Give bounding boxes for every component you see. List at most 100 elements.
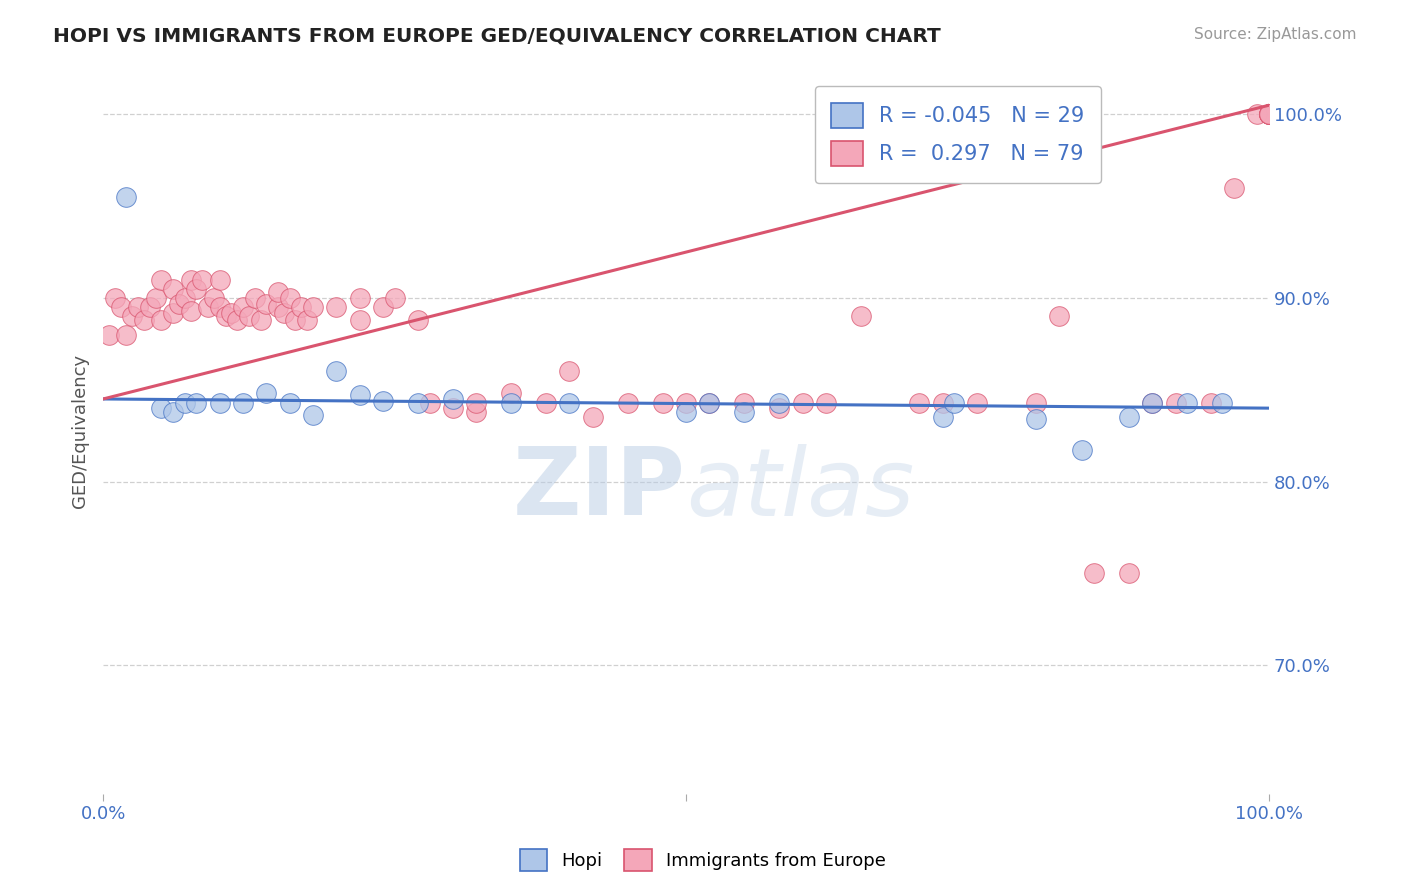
Point	[162, 405, 184, 419]
Point	[110, 300, 132, 314]
Point	[97, 327, 120, 342]
Point	[302, 300, 325, 314]
Point	[651, 395, 673, 409]
Point	[186, 282, 208, 296]
Point	[232, 300, 254, 314]
Point	[616, 395, 638, 409]
Point	[325, 364, 347, 378]
Legend: Hopi, Immigrants from Europe: Hopi, Immigrants from Europe	[513, 842, 893, 879]
Point	[1175, 395, 1198, 409]
Point	[208, 272, 231, 286]
Point	[150, 313, 173, 327]
Point	[145, 291, 167, 305]
Point	[115, 327, 138, 342]
Point	[675, 405, 697, 419]
Point	[180, 303, 202, 318]
Point	[1164, 395, 1187, 409]
Text: ZIP: ZIP	[513, 443, 686, 535]
Point	[534, 395, 557, 409]
Point	[267, 300, 290, 314]
Point	[1258, 107, 1281, 121]
Point	[558, 364, 581, 378]
Point	[150, 401, 173, 416]
Point	[162, 282, 184, 296]
Point	[733, 405, 755, 419]
Point	[349, 388, 371, 402]
Point	[132, 313, 155, 327]
Point	[1025, 412, 1047, 426]
Point	[173, 291, 195, 305]
Point	[295, 313, 318, 327]
Point	[254, 296, 277, 310]
Point	[1258, 107, 1281, 121]
Point	[104, 291, 127, 305]
Point	[173, 395, 195, 409]
Point	[849, 310, 872, 324]
Point	[1223, 181, 1246, 195]
Point	[1142, 395, 1164, 409]
Point	[406, 313, 429, 327]
Point	[202, 291, 225, 305]
Legend: R = -0.045   N = 29, R =  0.297   N = 79: R = -0.045 N = 29, R = 0.297 N = 79	[814, 87, 1101, 183]
Point	[1118, 410, 1140, 425]
Point	[208, 300, 231, 314]
Point	[441, 392, 464, 406]
Point	[501, 395, 523, 409]
Point	[1258, 107, 1281, 121]
Point	[214, 310, 236, 324]
Point	[465, 405, 488, 419]
Point	[226, 313, 249, 327]
Text: HOPI VS IMMIGRANTS FROM EUROPE GED/EQUIVALENCY CORRELATION CHART: HOPI VS IMMIGRANTS FROM EUROPE GED/EQUIV…	[53, 27, 941, 45]
Point	[675, 395, 697, 409]
Point	[127, 300, 149, 314]
Point	[254, 386, 277, 401]
Point	[290, 300, 312, 314]
Point	[699, 395, 721, 409]
Point	[1258, 107, 1281, 121]
Point	[278, 291, 301, 305]
Point	[792, 395, 814, 409]
Point	[273, 306, 295, 320]
Point	[1025, 395, 1047, 409]
Point	[558, 395, 581, 409]
Point	[115, 190, 138, 204]
Point	[139, 300, 162, 314]
Text: atlas: atlas	[686, 443, 914, 534]
Point	[582, 410, 605, 425]
Point	[371, 393, 394, 408]
Point	[238, 310, 260, 324]
Point	[406, 395, 429, 409]
Point	[465, 395, 488, 409]
Point	[384, 291, 406, 305]
Point	[733, 395, 755, 409]
Point	[325, 300, 347, 314]
Point	[1047, 310, 1070, 324]
Point	[162, 306, 184, 320]
Point	[167, 296, 190, 310]
Point	[931, 395, 953, 409]
Point	[943, 395, 966, 409]
Point	[908, 395, 931, 409]
Text: Source: ZipAtlas.com: Source: ZipAtlas.com	[1194, 27, 1357, 42]
Point	[349, 313, 371, 327]
Point	[186, 395, 208, 409]
Point	[768, 401, 790, 416]
Point	[349, 291, 371, 305]
Point	[1118, 566, 1140, 581]
Point	[699, 395, 721, 409]
Point	[768, 395, 790, 409]
Point	[232, 395, 254, 409]
Point	[249, 313, 271, 327]
Point	[221, 306, 243, 320]
Point	[1083, 566, 1105, 581]
Point	[208, 395, 231, 409]
Point	[302, 409, 325, 423]
Point	[150, 272, 173, 286]
Point	[814, 395, 837, 409]
Point	[1199, 395, 1222, 409]
Point	[931, 410, 953, 425]
Point	[284, 313, 307, 327]
Point	[243, 291, 266, 305]
Point	[419, 395, 441, 409]
Point	[1142, 395, 1164, 409]
